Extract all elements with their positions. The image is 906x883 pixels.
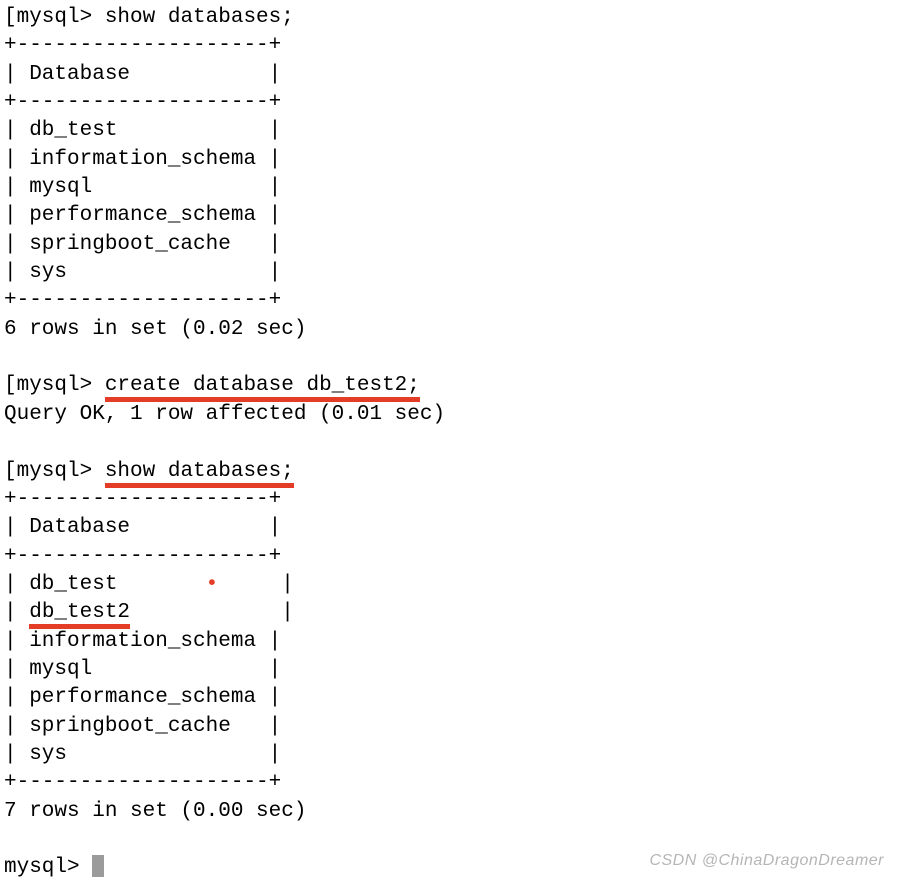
table-border: +--------------------+	[4, 486, 902, 514]
cursor-icon	[92, 855, 104, 877]
table-border: +--------------------+	[4, 287, 902, 315]
table-row: | sys |	[4, 741, 902, 769]
table-row: | db_test • |	[4, 571, 902, 599]
blank-line	[4, 344, 902, 372]
table-border: +--------------------+	[4, 543, 902, 571]
table-border: +--------------------+	[4, 769, 902, 797]
table-row: | springboot_cache |	[4, 713, 902, 741]
terminal-output: [mysql> show databases;+----------------…	[4, 4, 902, 878]
table-row: | performance_schema |	[4, 202, 902, 230]
highlighted-row: db_test2	[29, 601, 130, 629]
result-footer: Query OK, 1 row affected (0.01 sec)	[4, 401, 902, 429]
red-dot: •	[206, 573, 219, 596]
table-border: +--------------------+	[4, 89, 902, 117]
highlighted-command: create database db_test2;	[105, 374, 420, 402]
table-row: | db_test2 |	[4, 599, 902, 627]
table-row: | mysql |	[4, 174, 902, 202]
result-footer: 7 rows in set (0.00 sec)	[4, 798, 902, 826]
table-row: | springboot_cache |	[4, 231, 902, 259]
blank-line	[4, 429, 902, 457]
table-row: | performance_schema |	[4, 684, 902, 712]
result-footer: 6 rows in set (0.02 sec)	[4, 316, 902, 344]
table-border: +--------------------+	[4, 32, 902, 60]
prompt-line[interactable]: [mysql> show databases;	[4, 4, 902, 32]
table-row: | mysql |	[4, 656, 902, 684]
prompt-line[interactable]: [mysql> show databases;	[4, 458, 902, 486]
table-row: | db_test |	[4, 117, 902, 145]
table-row: | information_schema |	[4, 146, 902, 174]
prompt-line[interactable]: [mysql> create database db_test2;	[4, 372, 902, 400]
table-header: | Database |	[4, 514, 902, 542]
watermark-text: CSDN @ChinaDragonDreamer	[649, 850, 884, 872]
table-header: | Database |	[4, 61, 902, 89]
highlighted-command: show databases;	[105, 460, 294, 488]
table-row: | sys |	[4, 259, 902, 287]
command-text: show databases;	[105, 6, 294, 29]
table-row: | information_schema |	[4, 628, 902, 656]
